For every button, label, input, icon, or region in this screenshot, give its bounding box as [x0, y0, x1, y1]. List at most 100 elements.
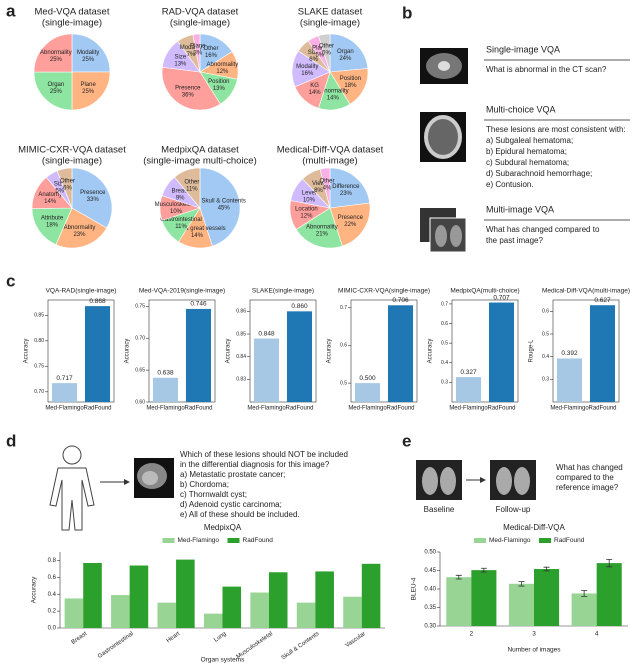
question-line: Which of these lesions should NOT be inc… — [180, 450, 348, 459]
y-tick-label: 0.83 — [236, 377, 246, 383]
pie-title: (single-image) — [42, 18, 102, 29]
x-tick-label: 4 — [595, 631, 599, 638]
value-label: 0.848 — [258, 330, 275, 337]
slice-value: 25% — [82, 57, 95, 63]
bar — [315, 571, 334, 628]
x-tick-label: 3 — [532, 631, 536, 638]
bar — [64, 598, 84, 628]
slice-value: 11% — [186, 186, 198, 192]
y-tick-label: 0.65 — [135, 367, 145, 373]
slice-value: 22% — [344, 222, 357, 228]
x-tick-label: Musculoskeletal — [236, 631, 274, 660]
slice-label: Plane — [80, 82, 96, 88]
pie-slice — [199, 167, 241, 247]
bar — [51, 383, 78, 402]
slice-value: 6% — [309, 57, 318, 63]
bar — [534, 569, 560, 626]
slice-label: Modality — [296, 64, 318, 70]
slice-label: Gastrointestinal — [160, 217, 202, 223]
x-tick-label: Breast — [71, 631, 89, 646]
y-axis-label: Accuracy — [226, 339, 232, 364]
bar — [286, 311, 313, 402]
bar — [361, 563, 381, 628]
y-tick-label: 0.75 — [34, 364, 44, 370]
error-bar — [581, 590, 588, 597]
x-tick-label: Med-Flamingo — [550, 406, 589, 412]
x-tick-label: Med-Flamingo — [45, 406, 84, 412]
slice-label: Abnormality — [306, 225, 338, 231]
x-axis-label: Organ systems — [201, 657, 245, 664]
value-label: 0.706 — [392, 297, 409, 304]
slice-value: 16% — [205, 53, 218, 59]
pie-slice — [329, 68, 369, 105]
pie-slice — [319, 167, 331, 209]
bar — [387, 305, 414, 402]
slice-value: 21% — [316, 232, 329, 238]
slice-label: Other — [319, 44, 334, 50]
y-tick-label: 0.6 — [48, 575, 57, 581]
legend-swatch — [474, 538, 486, 543]
chart-title: VQA-RAD(single-image) — [46, 288, 117, 295]
y-axis-label: Rouge-L — [529, 339, 535, 363]
y-tick-label: 0.2 — [48, 609, 57, 615]
item-title: Single-image VQA — [486, 44, 560, 54]
slice-value: 3% — [194, 50, 203, 56]
slice-value: 14% — [191, 233, 204, 239]
brain-ct-image — [420, 112, 466, 162]
legend-label: Med-Flamingo — [178, 537, 220, 544]
bar — [596, 563, 622, 626]
item-text: These lesions are most consistent with: — [486, 125, 626, 134]
pie-title: (single-image multi-choice) — [143, 156, 257, 167]
value-label: 0.860 — [291, 303, 308, 310]
slice-label: Abnormality — [40, 50, 72, 56]
pie-title: Medical-Diff-VQA dataset — [277, 145, 384, 156]
slice-value: 12% — [216, 69, 229, 75]
pie-slice — [55, 207, 108, 249]
bar — [253, 338, 280, 402]
followup-image — [490, 460, 536, 500]
slice-value: 36% — [182, 92, 195, 98]
legend-label: Med-Flamingo — [489, 537, 531, 544]
plot-frame — [451, 299, 519, 403]
y-tick-label: 0.84 — [236, 354, 246, 360]
slice-label: Abnormality — [207, 62, 239, 68]
plot-frame — [552, 299, 620, 403]
legend-label: RadFound — [554, 537, 585, 544]
y-tick-label: 0.35 — [424, 605, 436, 611]
slice-label: Other — [203, 46, 218, 52]
slice-label: Other — [184, 179, 199, 185]
slice-value: 7% — [187, 52, 196, 58]
slice-value: 14% — [309, 90, 322, 96]
plot-frame — [47, 299, 115, 403]
bar — [556, 358, 583, 402]
question-line: c) Thornwaldt cyst; — [180, 490, 247, 499]
slice-value: 12% — [300, 214, 313, 220]
value-label: 0.746 — [190, 301, 207, 308]
y-tick-label: 0.3 — [441, 380, 448, 386]
chart-title: Medical-Diff-VQA — [503, 523, 565, 532]
xray-images — [420, 208, 467, 253]
y-tick-label: 0.4 — [441, 360, 448, 366]
x-tick-label: RadFound — [487, 406, 515, 412]
slice-value: 33% — [87, 197, 100, 203]
slice-label: Presence — [338, 215, 364, 221]
item-text: b) Epidural hematoma; — [486, 147, 567, 156]
y-tick-label: 0.70 — [34, 389, 44, 395]
y-tick-label: 0.75 — [135, 304, 145, 310]
error-bar — [480, 567, 487, 573]
panel-label: c — [6, 271, 15, 290]
y-axis-label: Accuracy — [24, 339, 30, 364]
plot-frame — [148, 299, 216, 403]
x-tick-label: RadFound — [386, 406, 414, 412]
slice-value: 5% — [316, 53, 325, 59]
slice-value: 45% — [218, 205, 231, 211]
bar — [129, 565, 149, 628]
slice-value: 24% — [339, 56, 352, 62]
y-tick-label: 0.30 — [424, 624, 436, 630]
y-tick-label: 0.6 — [340, 343, 347, 349]
item-text: e) Contusion. — [486, 180, 534, 189]
value-label: 0.638 — [157, 369, 174, 376]
slice-value: 23% — [73, 232, 86, 238]
panel-label: a — [6, 1, 16, 20]
